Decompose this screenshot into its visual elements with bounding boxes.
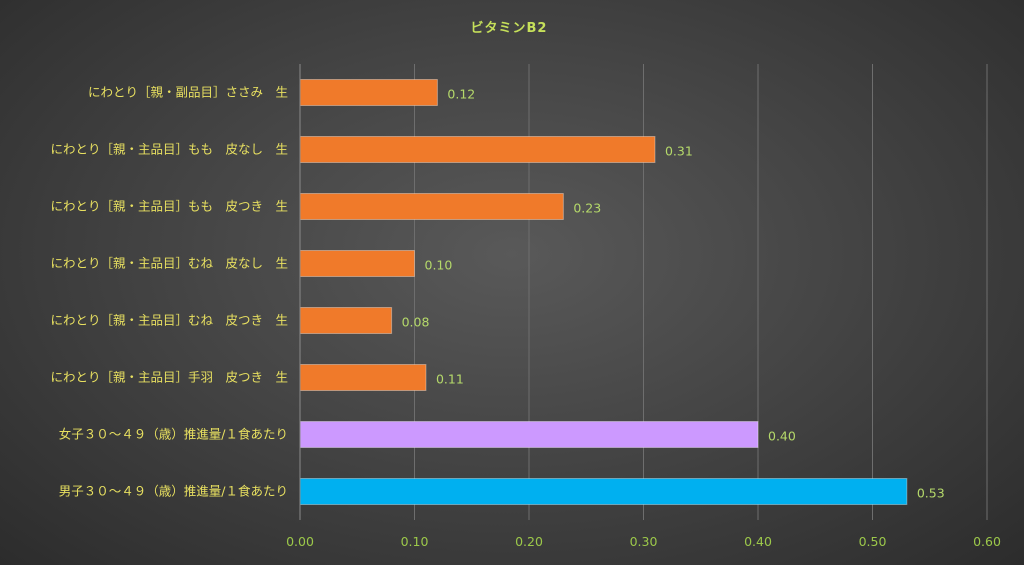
x-tick-label: 0.50	[859, 534, 887, 549]
data-label: 0.31	[665, 144, 693, 159]
data-label: 0.40	[768, 429, 796, 444]
data-label: 0.11	[436, 372, 464, 387]
x-tick-label: 0.30	[630, 534, 658, 549]
category-label: にわとり［親・主品目］むね 皮つき 生	[50, 313, 288, 328]
category-label: にわとり［親・副品目］ささみ 生	[88, 85, 288, 100]
bars	[299, 79, 908, 505]
category-label: 男子３０～４９（歳）推進量/１食あたり	[59, 484, 288, 499]
category-label: 女子３０～４９（歳）推進量/１食あたり	[59, 427, 288, 442]
category-label: にわとり［親・主品目］もも 皮つき 生	[50, 199, 288, 214]
x-tick-label: 0.40	[744, 534, 772, 549]
data-label: 0.08	[402, 315, 430, 330]
bar	[299, 136, 656, 163]
data-label: 0.10	[425, 258, 453, 273]
bar	[299, 79, 438, 106]
x-tick-label: 0.20	[515, 534, 543, 549]
bar	[299, 193, 564, 220]
bar	[299, 364, 427, 391]
gridlines	[414, 64, 988, 520]
data-label: 0.12	[447, 87, 475, 102]
data-label: 0.23	[573, 201, 601, 216]
data-label: 0.53	[917, 486, 945, 501]
category-label: にわとり［親・主品目］手羽 皮つき 生	[50, 370, 288, 385]
bar	[299, 421, 759, 448]
x-tick-label: 0.60	[973, 534, 1001, 549]
x-tick-label: 0.00	[286, 534, 314, 549]
x-axis-ticks: 0.00 0.10 0.20 0.30 0.40 0.50 0.60	[286, 534, 1001, 549]
x-tick-label: 0.10	[401, 534, 429, 549]
chart-title: ビタミンB2	[471, 20, 548, 36]
bar	[299, 307, 393, 334]
category-label: にわとり［親・主品目］むね 皮なし 生	[50, 256, 288, 271]
category-label: にわとり［親・主品目］もも 皮なし 生	[50, 142, 288, 157]
bar	[299, 478, 908, 505]
data-labels: 0.12 0.31 0.23 0.10 0.08 0.11 0.40 0.53	[402, 87, 945, 501]
bar	[299, 250, 415, 277]
